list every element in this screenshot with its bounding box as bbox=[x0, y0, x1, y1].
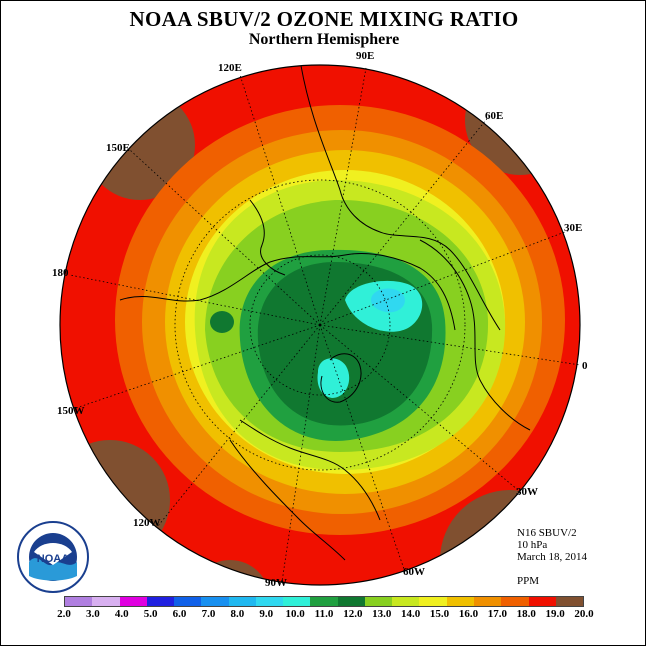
lon-label-90w: 90W bbox=[265, 577, 287, 589]
lon-label-60w: 60W bbox=[403, 566, 425, 578]
date-label: March 18, 2014 bbox=[517, 551, 587, 563]
colorbar-tick-label: 4.0 bbox=[114, 608, 129, 620]
colorbar-cell bbox=[501, 597, 529, 606]
lon-label-150e: 150E bbox=[106, 142, 130, 154]
colorbar-cell bbox=[283, 597, 311, 606]
colorbar-tick-label: 2.0 bbox=[57, 608, 71, 620]
colorbar-tick-label: 19.0 bbox=[545, 608, 565, 620]
colorbar-cell bbox=[255, 597, 284, 606]
colorbar-cell bbox=[528, 597, 556, 606]
colorbar-cell bbox=[228, 597, 256, 606]
colorbar-cell bbox=[310, 597, 338, 606]
colorbar-cell bbox=[337, 597, 365, 606]
figure-subtitle: Northern Hemisphere bbox=[248, 31, 400, 48]
colorbar-tick-label: 16.0 bbox=[458, 608, 479, 620]
colorbar-ticks: 2.0 3.0 4.0 5.0 6.0 7.0 8.0 9.0 10.0 11.0 12.0 13.0… bbox=[57, 608, 594, 622]
instrument-label: N16 SBUV/2 bbox=[517, 527, 577, 539]
colorbar-tick-label: 12.0 bbox=[343, 608, 363, 620]
colorbar-cell bbox=[119, 597, 147, 606]
colorbar-tick-label: 8.0 bbox=[230, 608, 245, 620]
colorbar-tick-label: 15.0 bbox=[429, 608, 450, 620]
lon-label-120e: 120E bbox=[218, 62, 242, 74]
lon-label-30e: 30E bbox=[564, 222, 583, 234]
colorbar-cell bbox=[65, 597, 93, 606]
lon-label-90e: 90E bbox=[356, 50, 375, 62]
lon-label-120w: 120W bbox=[133, 517, 161, 529]
noaa-logo: NOAA bbox=[17, 521, 89, 593]
colorbar-cell bbox=[201, 597, 229, 606]
colorbar-cell bbox=[146, 597, 175, 606]
lon-label-60e: 60E bbox=[485, 110, 504, 122]
colorbar-tick-label: 13.0 bbox=[372, 608, 392, 620]
units-label: PPM bbox=[517, 575, 540, 587]
colorbar-tick-label: 11.0 bbox=[314, 608, 334, 620]
colorbar-tick-label: 20.0 bbox=[574, 608, 594, 620]
graticule bbox=[69, 67, 581, 583]
figure-title: NOAA SBUV/2 OZONE MIXING RATIO bbox=[129, 7, 519, 31]
colorbar-tick-label: 5.0 bbox=[143, 608, 158, 620]
colorbar-cell bbox=[419, 597, 447, 606]
colorbar-cell bbox=[555, 597, 584, 606]
map-border bbox=[59, 64, 581, 586]
colorbar-tick-label: 3.0 bbox=[86, 608, 100, 620]
colorbar-tick-label: 18.0 bbox=[516, 608, 536, 620]
colorbar-tick-label: 17.0 bbox=[487, 608, 507, 620]
colorbar bbox=[64, 596, 584, 607]
lon-label-150w: 150W bbox=[57, 405, 85, 417]
colorbar-cell bbox=[392, 597, 420, 606]
coastlines bbox=[119, 65, 531, 561]
lon-label-180: 180 bbox=[52, 267, 69, 279]
lon-label-0: 0 bbox=[582, 360, 588, 372]
colorbar-tick-label: 9.0 bbox=[259, 608, 274, 620]
pressure-label: 10 hPa bbox=[517, 539, 548, 551]
colorbar-cell bbox=[473, 597, 502, 606]
colorbar-tick-label: 14.0 bbox=[401, 608, 421, 620]
colorbar-tick-label: 7.0 bbox=[201, 608, 216, 620]
colorbar-cell bbox=[364, 597, 393, 606]
colorbar-cell bbox=[446, 597, 474, 606]
lon-label-30w: 30W bbox=[516, 486, 538, 498]
colorbar-cell bbox=[174, 597, 202, 606]
logo-text: NOAA bbox=[37, 553, 69, 565]
colorbar-tick-label: 10.0 bbox=[285, 608, 305, 620]
ozone-contours bbox=[60, 65, 580, 585]
colorbar-tick-label: 6.0 bbox=[172, 608, 187, 620]
colorbar-cell bbox=[92, 597, 120, 606]
